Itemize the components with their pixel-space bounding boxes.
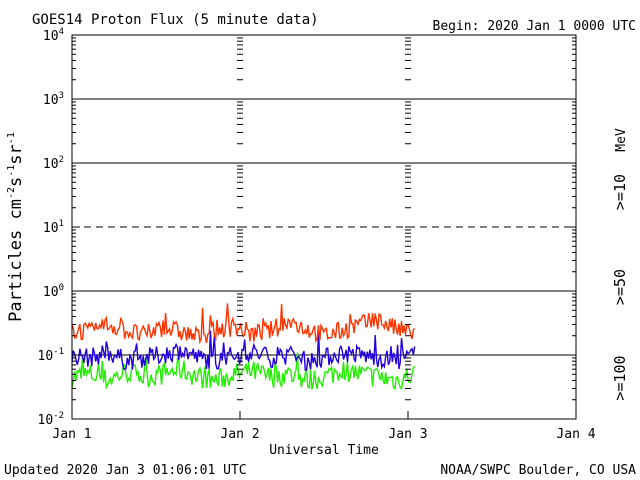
y-tick-labels: 104 103 102 101 100 10-1 10-2 [38, 27, 65, 428]
y-axis-label: Particles cm-2s-1sr-1 [6, 132, 26, 322]
y-tick-label: 103 [43, 91, 64, 108]
y-tick-label: 101 [43, 219, 64, 236]
gridlines [72, 98, 576, 356]
x-tick-label: Jan 3 [388, 427, 427, 442]
axes [71, 34, 577, 420]
unit-label-mev: MeV [614, 128, 629, 152]
series-line->=10 [71, 303, 416, 345]
svg-text:Particles cm-2s-1sr-1: Particles cm-2s-1sr-1 [6, 132, 26, 322]
y-tick-label: 104 [43, 27, 64, 44]
y-tick-label: 10-2 [38, 411, 65, 428]
begin-time: Begin: 2020 Jan 1 0000 UTC [433, 19, 637, 34]
x-tick-label: Jan 2 [220, 427, 259, 442]
legend-ge50: >=50 [611, 269, 629, 305]
y-tick-label: 10-1 [38, 347, 65, 364]
legend-ge100: >=100 [611, 355, 629, 400]
series-line->=100 [71, 352, 416, 391]
x-tick-labels: Jan 1 Jan 2 Jan 3 Jan 4 [52, 427, 595, 442]
y-tick-label: 102 [43, 155, 64, 172]
updated-time: Updated 2020 Jan 3 01:06:01 UTC [4, 463, 247, 478]
credit-text: NOAA/SWPC Boulder, CO USA [440, 463, 636, 478]
x-tick-label: Jan 1 [52, 427, 91, 442]
chart-title: GOES14 Proton Flux (5 minute data) [32, 12, 319, 28]
x-axis-label: Universal Time [269, 443, 379, 458]
series-line->=50 [71, 330, 416, 372]
y-tick-label: 100 [43, 283, 64, 300]
series-layer [71, 303, 416, 391]
x-tick-label: Jan 4 [556, 427, 595, 442]
legend-ge10: >=10 [611, 174, 629, 210]
